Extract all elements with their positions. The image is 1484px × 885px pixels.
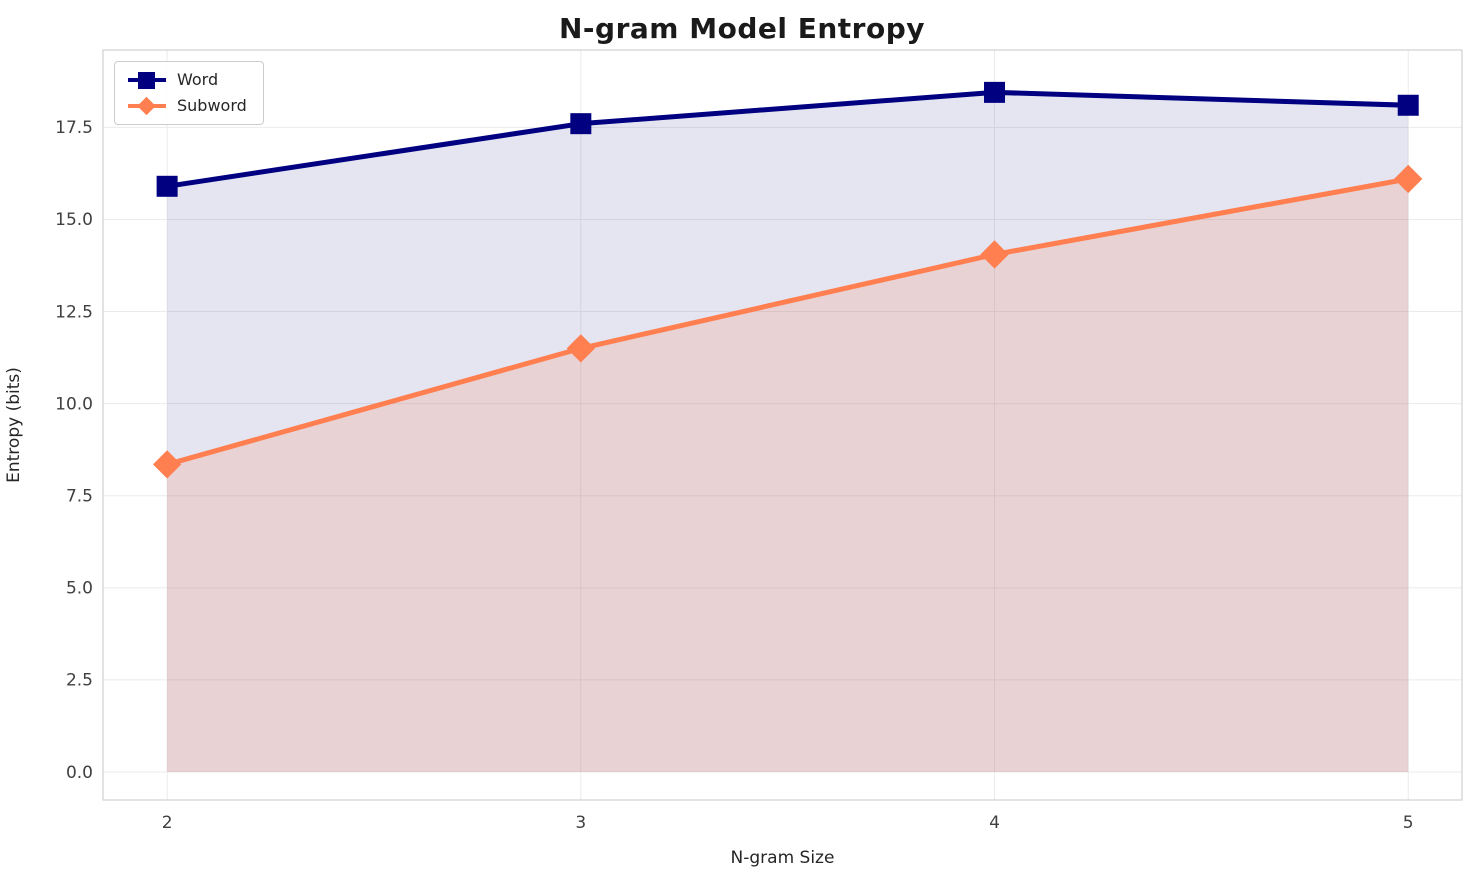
x-tick-label: 5 — [1403, 813, 1414, 833]
y-tick-label: 17.5 — [55, 118, 93, 138]
word-marker — [570, 113, 592, 135]
chart-title: N-gram Model Entropy — [559, 12, 925, 45]
y-tick-label: 12.5 — [55, 302, 93, 322]
word-marker — [156, 175, 178, 197]
y-tick-label: 10.0 — [55, 394, 93, 414]
subword-marker — [980, 240, 1009, 269]
plot-background — [103, 50, 1462, 800]
y-tick-label: 7.5 — [66, 487, 93, 507]
subword-line-marker-icon — [128, 97, 166, 115]
legend-item-word[interactable]: Word — [127, 71, 247, 89]
y-tick-label: 5.0 — [66, 579, 93, 599]
y-tick-label: 2.5 — [66, 671, 93, 691]
y-tick-label: 0.0 — [66, 763, 93, 783]
plot-border — [102, 49, 1463, 801]
x-tick-label: 2 — [162, 813, 173, 833]
subword-marker — [1394, 164, 1423, 194]
subword-marker — [566, 334, 595, 363]
word-marker — [1397, 94, 1419, 116]
legend: Word Subword — [114, 61, 264, 125]
legend-label-subword: Subword — [177, 96, 247, 116]
x-tick-label: 4 — [989, 813, 1000, 833]
y-tick-label: 15.0 — [55, 210, 93, 230]
legend-item-subword[interactable]: Subword — [127, 97, 247, 115]
word-area-fill — [167, 92, 1409, 773]
subword-area-fill — [167, 178, 1409, 773]
legend-label-word: Word — [177, 70, 219, 90]
y-axis-label: Entropy (bits) — [4, 367, 24, 483]
word-line-marker-icon — [128, 72, 166, 89]
word-marker — [984, 81, 1006, 103]
x-axis-label: N-gram Size — [730, 848, 835, 868]
word-line — [164, 89, 1411, 189]
subword-line — [164, 176, 1411, 467]
x-tick-label: 3 — [575, 813, 586, 833]
